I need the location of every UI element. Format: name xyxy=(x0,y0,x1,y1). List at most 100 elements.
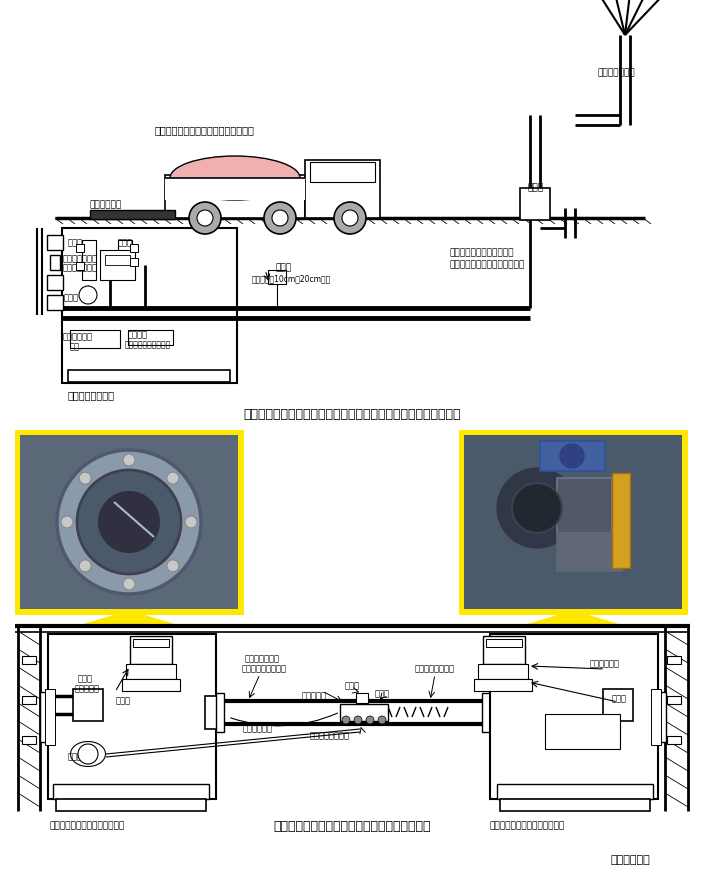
Text: カメラ: カメラ xyxy=(345,681,360,690)
Circle shape xyxy=(354,716,362,724)
Bar xyxy=(612,473,630,568)
Text: 電源: 電源 xyxy=(70,342,80,351)
Bar xyxy=(18,433,240,611)
Polygon shape xyxy=(79,611,179,626)
Bar xyxy=(105,255,130,265)
Bar xyxy=(464,435,682,609)
Circle shape xyxy=(79,473,91,484)
Bar xyxy=(20,435,238,609)
Bar xyxy=(22,696,36,704)
Bar xyxy=(76,262,84,270)
Bar xyxy=(500,799,650,811)
Bar xyxy=(70,330,120,348)
Bar xyxy=(488,696,500,729)
Bar xyxy=(45,689,55,745)
Circle shape xyxy=(167,473,179,484)
Bar xyxy=(667,656,681,664)
Bar xyxy=(540,441,605,471)
Circle shape xyxy=(378,716,386,724)
Text: 制水弁: 制水弁 xyxy=(118,238,133,247)
Text: 水圧計: 水圧計 xyxy=(64,293,79,302)
Bar xyxy=(130,636,172,664)
Bar xyxy=(557,533,622,571)
Circle shape xyxy=(167,560,179,572)
Bar xyxy=(545,714,620,749)
Bar xyxy=(462,433,684,611)
Circle shape xyxy=(185,516,197,528)
Bar xyxy=(667,696,681,704)
Circle shape xyxy=(495,466,579,550)
Bar xyxy=(82,240,96,280)
Bar xyxy=(497,784,653,799)
Text: 図２　漏水探査ロボットの投入・回収口の概要: 図２ 漏水探査ロボットの投入・回収口の概要 xyxy=(274,820,431,833)
Bar xyxy=(128,330,173,345)
Bar xyxy=(520,188,550,220)
Text: 土圧計: 土圧計 xyxy=(275,263,291,272)
Bar xyxy=(62,228,237,383)
Text: 下流側の漏水モニタリング施設: 下流側の漏水モニタリング施設 xyxy=(490,821,565,830)
Circle shape xyxy=(78,744,98,764)
Circle shape xyxy=(79,286,97,304)
Bar xyxy=(490,634,658,799)
Text: トラック: トラック xyxy=(318,165,341,175)
Bar xyxy=(654,692,666,742)
Circle shape xyxy=(512,483,562,533)
Bar xyxy=(478,664,528,679)
Bar xyxy=(482,693,490,732)
Bar xyxy=(47,275,63,290)
Text: 道路交通荷重による管のひずみの試験: 道路交通荷重による管のひずみの試験 xyxy=(155,125,255,135)
Bar xyxy=(47,295,63,310)
Text: 制水弁: 制水弁 xyxy=(68,238,83,247)
Text: 漏水探査ロボッ: 漏水探査ロボッ xyxy=(63,254,98,263)
Text: 給水栓の急閉塞に起因する: 給水栓の急閉塞に起因する xyxy=(450,248,515,257)
Ellipse shape xyxy=(170,156,300,200)
Text: マンホール蓋: マンホール蓋 xyxy=(90,200,122,209)
Circle shape xyxy=(272,210,288,226)
Text: アクリル板: アクリル板 xyxy=(75,684,100,693)
Text: 継ぎ手のズレを検出: 継ぎ手のズレを検出 xyxy=(242,664,287,673)
Bar xyxy=(268,270,286,284)
Bar xyxy=(651,689,661,745)
Polygon shape xyxy=(523,611,623,626)
Bar xyxy=(100,250,135,280)
Text: 漏水探査ロボット: 漏水探査ロボット xyxy=(310,731,350,740)
Text: ライト: ライト xyxy=(375,689,390,698)
Bar xyxy=(40,692,52,742)
Ellipse shape xyxy=(70,742,106,766)
Bar xyxy=(205,696,217,729)
Bar xyxy=(216,693,224,732)
Circle shape xyxy=(57,450,201,594)
Text: 図１　漏水モニタリング施設の構成と破裂事故の原因調査の概要: 図１ 漏水モニタリング施設の構成と破裂事故の原因調査の概要 xyxy=(243,408,461,421)
Text: 投入口: 投入口 xyxy=(116,696,131,705)
Bar xyxy=(47,235,63,250)
Bar xyxy=(310,162,375,182)
Text: 回収用ネット: 回収用ネット xyxy=(590,659,620,668)
Circle shape xyxy=(123,454,135,466)
Bar xyxy=(305,160,380,218)
Text: ひずみ計: ひずみ計 xyxy=(128,330,148,339)
Circle shape xyxy=(79,560,91,572)
Text: 給水栓: 給水栓 xyxy=(527,183,543,192)
Text: （田中良和）: （田中良和） xyxy=(611,855,650,865)
Circle shape xyxy=(123,578,135,590)
Bar xyxy=(76,244,84,252)
Circle shape xyxy=(334,202,366,234)
Bar xyxy=(340,704,388,721)
Text: 透明な: 透明な xyxy=(78,674,93,683)
Bar xyxy=(68,370,230,382)
Text: （管頂、管底、左右）: （管頂、管底、左右） xyxy=(125,340,171,349)
Bar xyxy=(48,634,216,799)
Text: 水撃圧による管のひずみの試験: 水撃圧による管のひずみの試験 xyxy=(450,260,525,269)
Text: 上流側の漏水モニタリング施設: 上流側の漏水モニタリング施設 xyxy=(50,821,125,830)
Bar xyxy=(356,693,368,703)
Circle shape xyxy=(197,210,213,226)
Bar xyxy=(486,639,522,647)
Circle shape xyxy=(77,470,181,574)
Bar xyxy=(90,210,175,219)
Text: ト投入・回収口: ト投入・回収口 xyxy=(63,263,98,272)
Bar xyxy=(483,636,525,664)
Bar xyxy=(130,258,138,266)
Bar xyxy=(73,689,103,721)
Text: バッテリー: バッテリー xyxy=(302,691,327,700)
Bar xyxy=(165,175,305,218)
